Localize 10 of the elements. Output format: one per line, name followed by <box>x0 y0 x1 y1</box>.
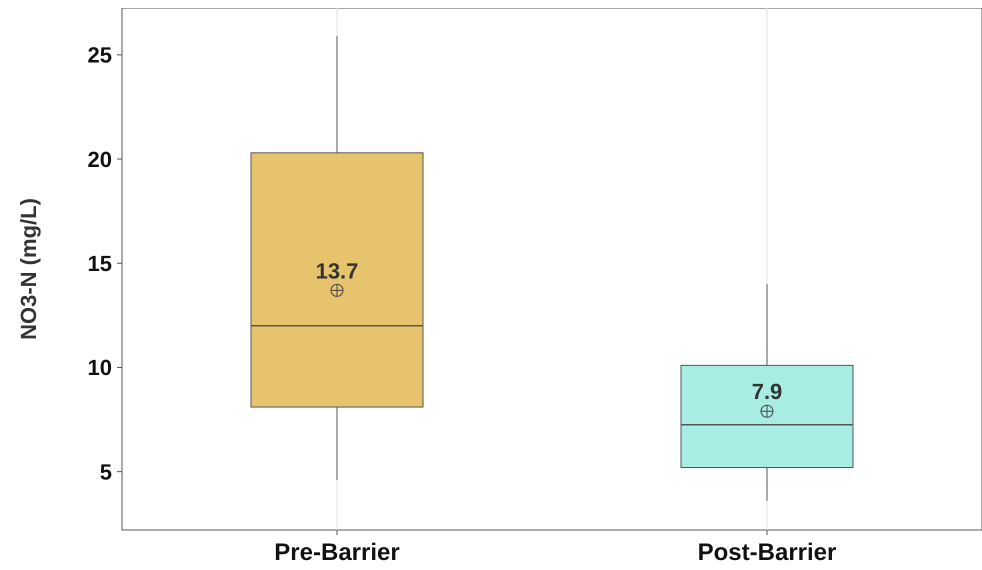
y-axis-title: NO3-N (mg/L) <box>16 198 41 340</box>
y-tick-label: 5 <box>100 459 112 484</box>
annotation: 7.9 <box>752 379 782 404</box>
y-tick-label: 25 <box>88 42 112 68</box>
y-tick-label: 15 <box>88 250 112 276</box>
x-tick-label: Post-Barrier <box>698 539 836 566</box>
annotation: 13.7 <box>316 258 358 284</box>
x-tick-label: Pre-Barrier <box>274 539 400 566</box>
y-tick-label: 20 <box>88 146 112 172</box>
y-tick-label: 10 <box>88 355 112 380</box>
